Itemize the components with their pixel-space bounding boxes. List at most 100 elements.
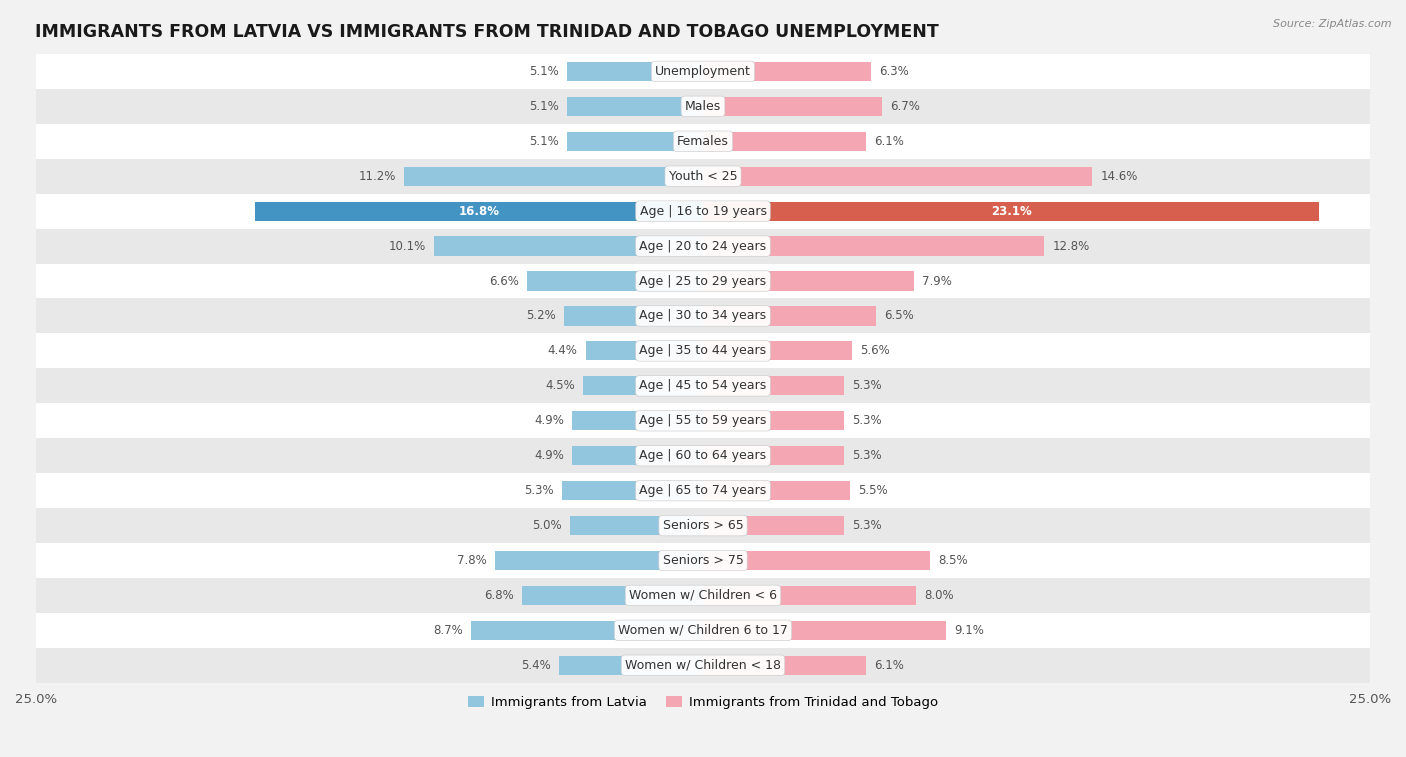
Text: 23.1%: 23.1% [991,204,1032,218]
Text: 4.9%: 4.9% [534,414,564,427]
Text: Women w/ Children < 18: Women w/ Children < 18 [626,659,780,671]
Text: Females: Females [678,135,728,148]
Text: 4.9%: 4.9% [534,449,564,463]
Bar [37,613,1369,648]
Bar [527,272,703,291]
Text: 7.9%: 7.9% [922,275,952,288]
Text: Unemployment: Unemployment [655,65,751,78]
Text: Age | 55 to 59 years: Age | 55 to 59 years [640,414,766,427]
Bar [703,481,849,500]
Text: 6.5%: 6.5% [884,310,914,322]
Text: 5.3%: 5.3% [852,414,882,427]
Bar [37,54,1369,89]
Bar [703,307,876,326]
Text: Males: Males [685,100,721,113]
Text: 7.8%: 7.8% [457,554,486,567]
Text: 8.7%: 8.7% [433,624,463,637]
Bar [703,132,866,151]
Text: Age | 60 to 64 years: Age | 60 to 64 years [640,449,766,463]
Bar [37,333,1369,369]
Text: Age | 16 to 19 years: Age | 16 to 19 years [640,204,766,218]
Text: 9.1%: 9.1% [953,624,984,637]
Text: 10.1%: 10.1% [388,239,426,253]
Text: 6.1%: 6.1% [873,659,904,671]
Bar [37,473,1369,508]
Bar [37,194,1369,229]
Text: 6.3%: 6.3% [879,65,908,78]
Bar [703,586,917,605]
Bar [37,263,1369,298]
Bar [37,298,1369,333]
Text: 6.1%: 6.1% [873,135,904,148]
Text: 5.5%: 5.5% [858,484,887,497]
Bar [37,508,1369,543]
Bar [703,272,914,291]
Bar [37,159,1369,194]
Bar [703,201,1319,221]
Text: 5.1%: 5.1% [529,100,560,113]
Bar [703,167,1092,185]
Text: 5.3%: 5.3% [852,379,882,392]
Bar [703,446,845,466]
Text: 14.6%: 14.6% [1101,170,1137,182]
Bar [37,438,1369,473]
Text: 5.3%: 5.3% [524,484,554,497]
Text: 5.1%: 5.1% [529,135,560,148]
Text: 6.7%: 6.7% [890,100,920,113]
Bar [572,411,703,431]
Text: 11.2%: 11.2% [359,170,396,182]
Text: 5.3%: 5.3% [852,449,882,463]
Bar [37,369,1369,403]
Text: Women w/ Children 6 to 17: Women w/ Children 6 to 17 [619,624,787,637]
Bar [703,341,852,360]
Bar [254,201,703,221]
Text: 5.6%: 5.6% [860,344,890,357]
Text: Age | 45 to 54 years: Age | 45 to 54 years [640,379,766,392]
Text: Age | 65 to 74 years: Age | 65 to 74 years [640,484,766,497]
Text: Age | 20 to 24 years: Age | 20 to 24 years [640,239,766,253]
Bar [703,551,929,570]
Bar [495,551,703,570]
Bar [561,481,703,500]
Bar [703,376,845,395]
Text: 5.3%: 5.3% [852,519,882,532]
Bar [560,656,703,675]
Text: 8.0%: 8.0% [924,589,955,602]
Bar [703,97,882,116]
Bar [703,236,1045,256]
Bar [703,516,845,535]
Bar [567,62,703,81]
Bar [37,648,1369,683]
Text: Age | 25 to 29 years: Age | 25 to 29 years [640,275,766,288]
Legend: Immigrants from Latvia, Immigrants from Trinidad and Tobago: Immigrants from Latvia, Immigrants from … [463,691,943,715]
Bar [703,656,866,675]
Bar [583,376,703,395]
Text: 5.0%: 5.0% [531,519,561,532]
Text: Seniors > 75: Seniors > 75 [662,554,744,567]
Text: 5.2%: 5.2% [526,310,557,322]
Text: Age | 30 to 34 years: Age | 30 to 34 years [640,310,766,322]
Bar [37,403,1369,438]
Bar [522,586,703,605]
Bar [703,62,872,81]
Bar [37,578,1369,613]
Bar [703,411,845,431]
Text: 4.4%: 4.4% [548,344,578,357]
Bar [567,132,703,151]
Text: Women w/ Children < 6: Women w/ Children < 6 [628,589,778,602]
Bar [433,236,703,256]
Text: 6.8%: 6.8% [484,589,513,602]
Text: 6.6%: 6.6% [489,275,519,288]
Bar [37,124,1369,159]
Text: Source: ZipAtlas.com: Source: ZipAtlas.com [1274,19,1392,29]
Bar [703,621,946,640]
Text: IMMIGRANTS FROM LATVIA VS IMMIGRANTS FROM TRINIDAD AND TOBAGO UNEMPLOYMENT: IMMIGRANTS FROM LATVIA VS IMMIGRANTS FRO… [35,23,938,41]
Text: 4.5%: 4.5% [546,379,575,392]
Bar [564,307,703,326]
Text: 5.4%: 5.4% [522,659,551,671]
Bar [567,97,703,116]
Bar [37,89,1369,124]
Text: 5.1%: 5.1% [529,65,560,78]
Bar [586,341,703,360]
Bar [572,446,703,466]
